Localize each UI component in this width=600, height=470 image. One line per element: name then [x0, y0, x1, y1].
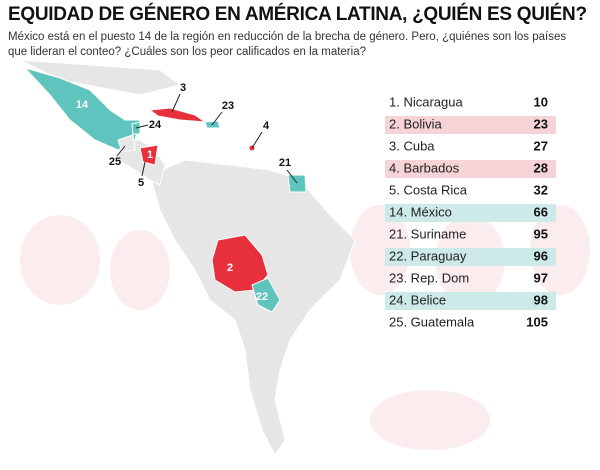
map-label: 25: [109, 156, 121, 168]
score-value: 97: [534, 270, 548, 285]
subtitle: México está en el puesto 14 de la región…: [8, 31, 567, 58]
ranking-table: 1. Nicaragua 10 2. Bolivia 23 3. Cuba 27 4. Ba…: [385, 94, 556, 329]
map-label: 2: [227, 262, 233, 274]
map-label: 23: [222, 100, 234, 112]
country-label: 25. Guatemala: [389, 314, 475, 329]
country-label: 21. Suriname: [389, 226, 466, 241]
country-label: 3. Cuba: [389, 138, 435, 153]
country-label: 5. Costa Rica: [389, 182, 468, 197]
map-label: 22: [256, 291, 268, 303]
south-america: [149, 159, 356, 456]
country-label: 22. Paraguay: [389, 248, 467, 263]
score-value: 32: [534, 182, 548, 197]
row-highlight: [385, 116, 556, 134]
map-label: 4: [263, 120, 270, 132]
score-value: 27: [534, 138, 548, 153]
country-label: 1. Nicaragua: [389, 94, 463, 109]
leader-lines: [116, 93, 298, 184]
map-label: 5: [138, 177, 144, 189]
country-label: 23. Rep. Dom: [389, 270, 469, 285]
country-label: 4. Barbados: [389, 160, 460, 175]
guatemala: [117, 134, 136, 153]
suriname: [287, 174, 307, 193]
paraguay: [251, 277, 281, 313]
map-label: 14: [76, 99, 89, 111]
row-highlight: [385, 292, 556, 310]
score-value: 95: [534, 226, 548, 241]
score-value: 96: [534, 248, 548, 263]
row-highlight: [385, 160, 556, 178]
map: [19, 59, 356, 456]
map-label: 21: [279, 157, 291, 169]
row-highlight: [385, 204, 556, 222]
score-value: 66: [534, 204, 548, 219]
score-value: 105: [526, 314, 548, 329]
row-highlight: [385, 248, 556, 266]
score-value: 98: [534, 292, 548, 307]
score-value: 23: [534, 116, 548, 131]
nicaragua: [139, 144, 159, 166]
country-label: 2. Bolivia: [389, 116, 443, 131]
map-label: 24: [149, 119, 162, 131]
score-value: 10: [534, 94, 548, 109]
map-label: 3: [180, 82, 186, 94]
score-value: 28: [534, 160, 548, 175]
country-label: 24. Belice: [389, 292, 446, 307]
map-label: 1: [147, 149, 153, 161]
title: EQUIDAD DE GÉNERO EN AMÉRICA LATINA, ¿QU…: [8, 4, 587, 25]
country-label: 14. México: [389, 204, 452, 219]
